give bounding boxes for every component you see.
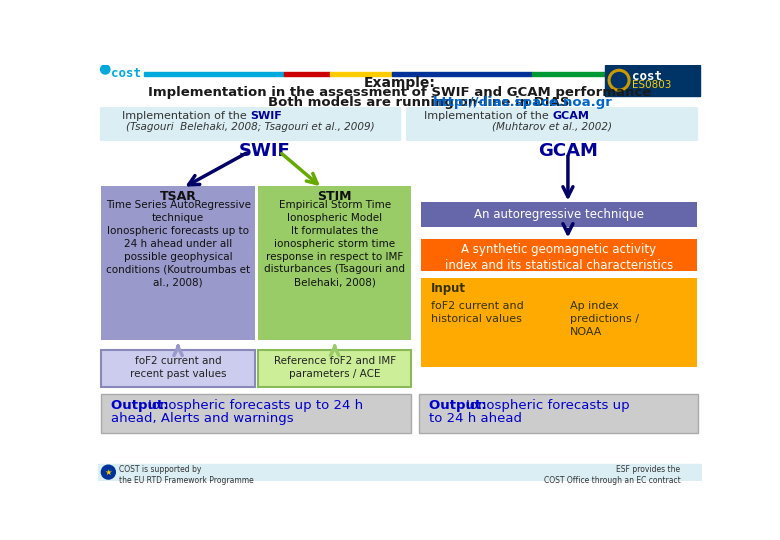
Bar [392, 72, 531, 76]
Bar [605, 65, 700, 96]
Circle shape [612, 72, 627, 88]
Text: GCAM: GCAM [552, 111, 590, 121]
FancyBboxPatch shape [101, 186, 255, 340]
Text: (Tsagouri  Belehaki, 2008; Tsagouri et al., 2009): (Tsagouri Belehaki, 2008; Tsagouri et al… [126, 122, 374, 132]
Text: Time Series AutoRegressive
technique
Ionospheric forecasts up to
24 h ahead unde: Time Series AutoRegressive technique Ion… [105, 200, 250, 287]
FancyBboxPatch shape [100, 107, 401, 141]
Text: SWIF: SWIF [238, 142, 290, 160]
Text: Reference foF2 and IMF
parameters / ACE: Reference foF2 and IMF parameters / ACE [274, 356, 395, 379]
Bar [98, 464, 702, 481]
Text: Ionospheric forecasts up to 24 h: Ionospheric forecasts up to 24 h [148, 399, 363, 412]
FancyBboxPatch shape [421, 239, 697, 271]
Text: TSAR: TSAR [160, 190, 197, 202]
Text: STIM: STIM [317, 190, 352, 202]
FancyBboxPatch shape [421, 202, 697, 226]
Text: Implementation of the: Implementation of the [122, 111, 250, 121]
Text: foF2 current and
historical values: foF2 current and historical values [431, 301, 523, 324]
Text: Ionospheric forecasts up: Ionospheric forecasts up [466, 399, 629, 412]
Text: A synthetic geomagnetic activity
index and its statistical characteristics: A synthetic geomagnetic activity index a… [445, 242, 673, 272]
Text: Implementation of the: Implementation of the [424, 111, 552, 121]
Bar [330, 72, 392, 76]
Text: ★: ★ [105, 468, 112, 477]
Text: COST is supported by
the EU RTD Framework Programme: COST is supported by the EU RTD Framewor… [119, 465, 254, 485]
Circle shape [101, 465, 115, 479]
Text: http://dias.space.noa.gr: http://dias.space.noa.gr [433, 96, 612, 109]
Text: Example:: Example: [363, 76, 436, 90]
Text: cost: cost [112, 67, 141, 80]
FancyBboxPatch shape [101, 394, 411, 433]
Text: GCAM: GCAM [538, 142, 597, 160]
Bar [144, 72, 283, 76]
Text: Input: Input [431, 282, 466, 295]
Text: ahead, Alerts and warnings: ahead, Alerts and warnings [112, 412, 294, 425]
Text: Both models are running on-line in DIAS: Both models are running on-line in DIAS [268, 96, 574, 109]
Text: cost: cost [633, 70, 662, 83]
Text: ESF provides the
COST Office through an EC contract: ESF provides the COST Office through an … [544, 465, 680, 485]
Text: Implementation in the assessment of SWIF and GCAM performance: Implementation in the assessment of SWIF… [148, 85, 651, 99]
Text: to 24 h ahead: to 24 h ahead [429, 412, 522, 425]
Bar [283, 72, 330, 76]
Text: SWIF: SWIF [250, 111, 282, 121]
FancyBboxPatch shape [421, 278, 697, 367]
Circle shape [101, 65, 110, 74]
Text: Both models are running on-line in DIAS http://dias.space.noa.gr: Both models are running on-line in DIAS … [157, 96, 643, 109]
Text: Output:: Output: [112, 399, 174, 412]
Text: An autoregressive technique: An autoregressive technique [474, 208, 644, 221]
Bar [531, 72, 633, 76]
Circle shape [608, 70, 630, 91]
Text: Output:: Output: [429, 399, 491, 412]
FancyBboxPatch shape [406, 107, 698, 141]
FancyBboxPatch shape [101, 350, 255, 387]
FancyBboxPatch shape [258, 350, 411, 387]
FancyBboxPatch shape [419, 394, 698, 433]
Text: Empirical Storm Time
Ionospheric Model
It formulates the
ionospheric storm time
: Empirical Storm Time Ionospheric Model I… [264, 200, 405, 287]
Text: (Muhtarov et al., 2002): (Muhtarov et al., 2002) [492, 122, 612, 132]
Text: foF2 current and
recent past values: foF2 current and recent past values [129, 356, 226, 379]
Text: ES0803: ES0803 [633, 80, 672, 90]
Text: Ap index
predictions /
NOAA: Ap index predictions / NOAA [570, 301, 640, 337]
FancyBboxPatch shape [258, 186, 411, 340]
